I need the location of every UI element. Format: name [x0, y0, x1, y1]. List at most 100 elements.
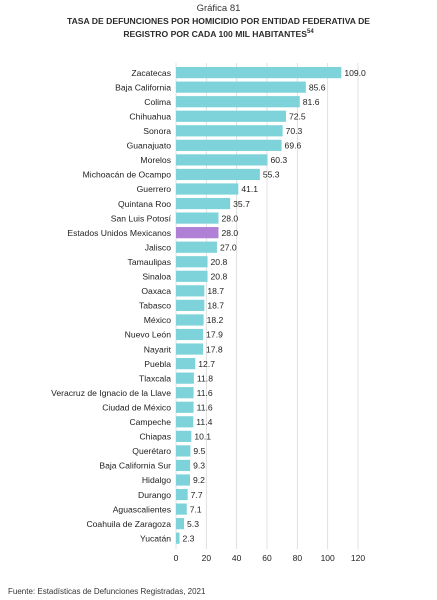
x-tick-label: 40 — [232, 553, 242, 563]
bar — [176, 183, 239, 195]
x-tick-label: 80 — [293, 553, 303, 563]
category-label: Sonora — [143, 126, 171, 136]
data-label: 27.0 — [220, 242, 237, 252]
x-tick-label: 60 — [262, 553, 272, 563]
category-label: Sinaloa — [142, 272, 171, 282]
value-labels: 109.0 85.6 81.6 72.5 70.3 69.6 60.3 55.3 41.1 35.… — [182, 68, 366, 544]
bar — [176, 488, 188, 501]
category-label: Querétaro — [132, 446, 171, 456]
category-label: Zacatecas — [131, 68, 171, 78]
category-labels: Zacatecas Baja California Colima Chihuahua S… — [51, 68, 172, 544]
data-label: 20.8 — [211, 257, 228, 267]
bar — [176, 532, 180, 544]
bar — [176, 503, 187, 515]
figure-number: Gráfica 81 — [196, 3, 241, 14]
x-tick-label: 100 — [321, 553, 335, 563]
category-label: Tabasco — [139, 301, 171, 311]
data-label: 9.5 — [193, 446, 205, 456]
data-label: 55.3 — [263, 170, 280, 180]
bar — [176, 358, 196, 370]
bar — [176, 81, 306, 93]
bar — [176, 270, 208, 282]
bar — [176, 139, 282, 151]
category-label: México — [144, 315, 171, 325]
category-label: Durango — [138, 490, 171, 500]
category-label: Nuevo León — [125, 330, 172, 340]
data-label: 17.8 — [206, 344, 223, 354]
data-label: 2.3 — [182, 533, 194, 543]
category-label: Veracruz de Ignacio de la Llave — [51, 388, 171, 398]
data-label: 17.9 — [206, 330, 223, 340]
bar — [176, 474, 190, 486]
data-label: 72.5 — [289, 111, 306, 121]
category-label: San Luis Potosí — [111, 213, 172, 223]
x-tick-label: 120 — [351, 553, 365, 563]
category-label: Baja California — [115, 82, 171, 92]
bar — [176, 314, 204, 326]
bar — [176, 416, 194, 428]
category-label: Colima — [144, 97, 171, 107]
data-label: 70.3 — [286, 126, 303, 136]
data-label: 10.1 — [194, 432, 211, 442]
bar — [176, 343, 203, 355]
bar — [176, 328, 204, 341]
category-label: Tlaxcala — [139, 373, 171, 383]
x-tick-label: 0 — [174, 553, 179, 563]
bar — [176, 227, 219, 239]
data-label: 35.7 — [233, 199, 250, 209]
data-label: 7.1 — [190, 504, 202, 514]
category-label: Estados Unidos Mexicanos — [67, 228, 171, 238]
category-label: Quintana Roo — [118, 199, 171, 209]
bar — [176, 125, 283, 137]
data-label: 41.1 — [241, 184, 258, 194]
bar — [176, 401, 194, 413]
bar — [176, 212, 219, 224]
category-label: Coahuila de Zaragoza — [86, 519, 171, 529]
category-label: Tamaulipas — [128, 257, 171, 267]
bar — [176, 241, 217, 253]
category-label: Nayarit — [144, 344, 172, 354]
data-label: 60.3 — [270, 155, 287, 165]
data-label: 11.8 — [197, 373, 213, 383]
chart-header: Gráfica 81 TASA DE DEFUNCIONES POR HOMIC… — [0, 3, 437, 40]
category-label: Baja California Sur — [99, 461, 171, 471]
category-label: Puebla — [144, 359, 171, 369]
data-label: 18.7 — [207, 286, 224, 296]
data-label: 109.0 — [344, 68, 366, 78]
bar — [176, 285, 205, 297]
bar — [176, 387, 194, 399]
data-label: 9.3 — [193, 461, 205, 471]
x-tick-label: 20 — [202, 553, 212, 563]
bar — [176, 168, 260, 181]
category-label: Morelos — [140, 155, 171, 165]
data-label: 11.6 — [197, 388, 213, 398]
category-label: Aguascalientes — [113, 504, 171, 514]
bar — [176, 154, 268, 166]
bar — [176, 110, 286, 122]
bar — [176, 430, 192, 442]
data-label: 69.6 — [285, 141, 302, 151]
bar — [176, 518, 185, 530]
category-label: Guerrero — [137, 184, 172, 194]
category-label: Campeche — [129, 417, 171, 427]
data-label: 28.0 — [221, 213, 238, 223]
category-label: Guanajuato — [127, 141, 172, 151]
source-note: Fuente: Estadísticas de Defunciones Regi… — [8, 587, 206, 596]
category-label: Yucatán — [140, 533, 171, 543]
category-label: Chiapas — [139, 432, 171, 442]
category-label: Hidalgo — [142, 475, 171, 485]
data-label: 81.6 — [303, 97, 320, 107]
x-axis-ticks: 0 20 40 60 80 100 120 — [174, 553, 366, 563]
data-label: 18.7 — [207, 301, 224, 311]
bars — [176, 67, 342, 544]
category-label: Michoacán de Ocampo — [83, 170, 172, 180]
bar — [176, 459, 191, 472]
bar — [176, 445, 191, 457]
category-label: Jalisco — [145, 242, 171, 252]
data-label: 18.2 — [207, 315, 224, 325]
data-label: 9.2 — [193, 475, 205, 485]
data-label: 5.3 — [187, 519, 199, 529]
data-label: 7.7 — [191, 490, 203, 500]
data-label: 28.0 — [221, 228, 238, 238]
